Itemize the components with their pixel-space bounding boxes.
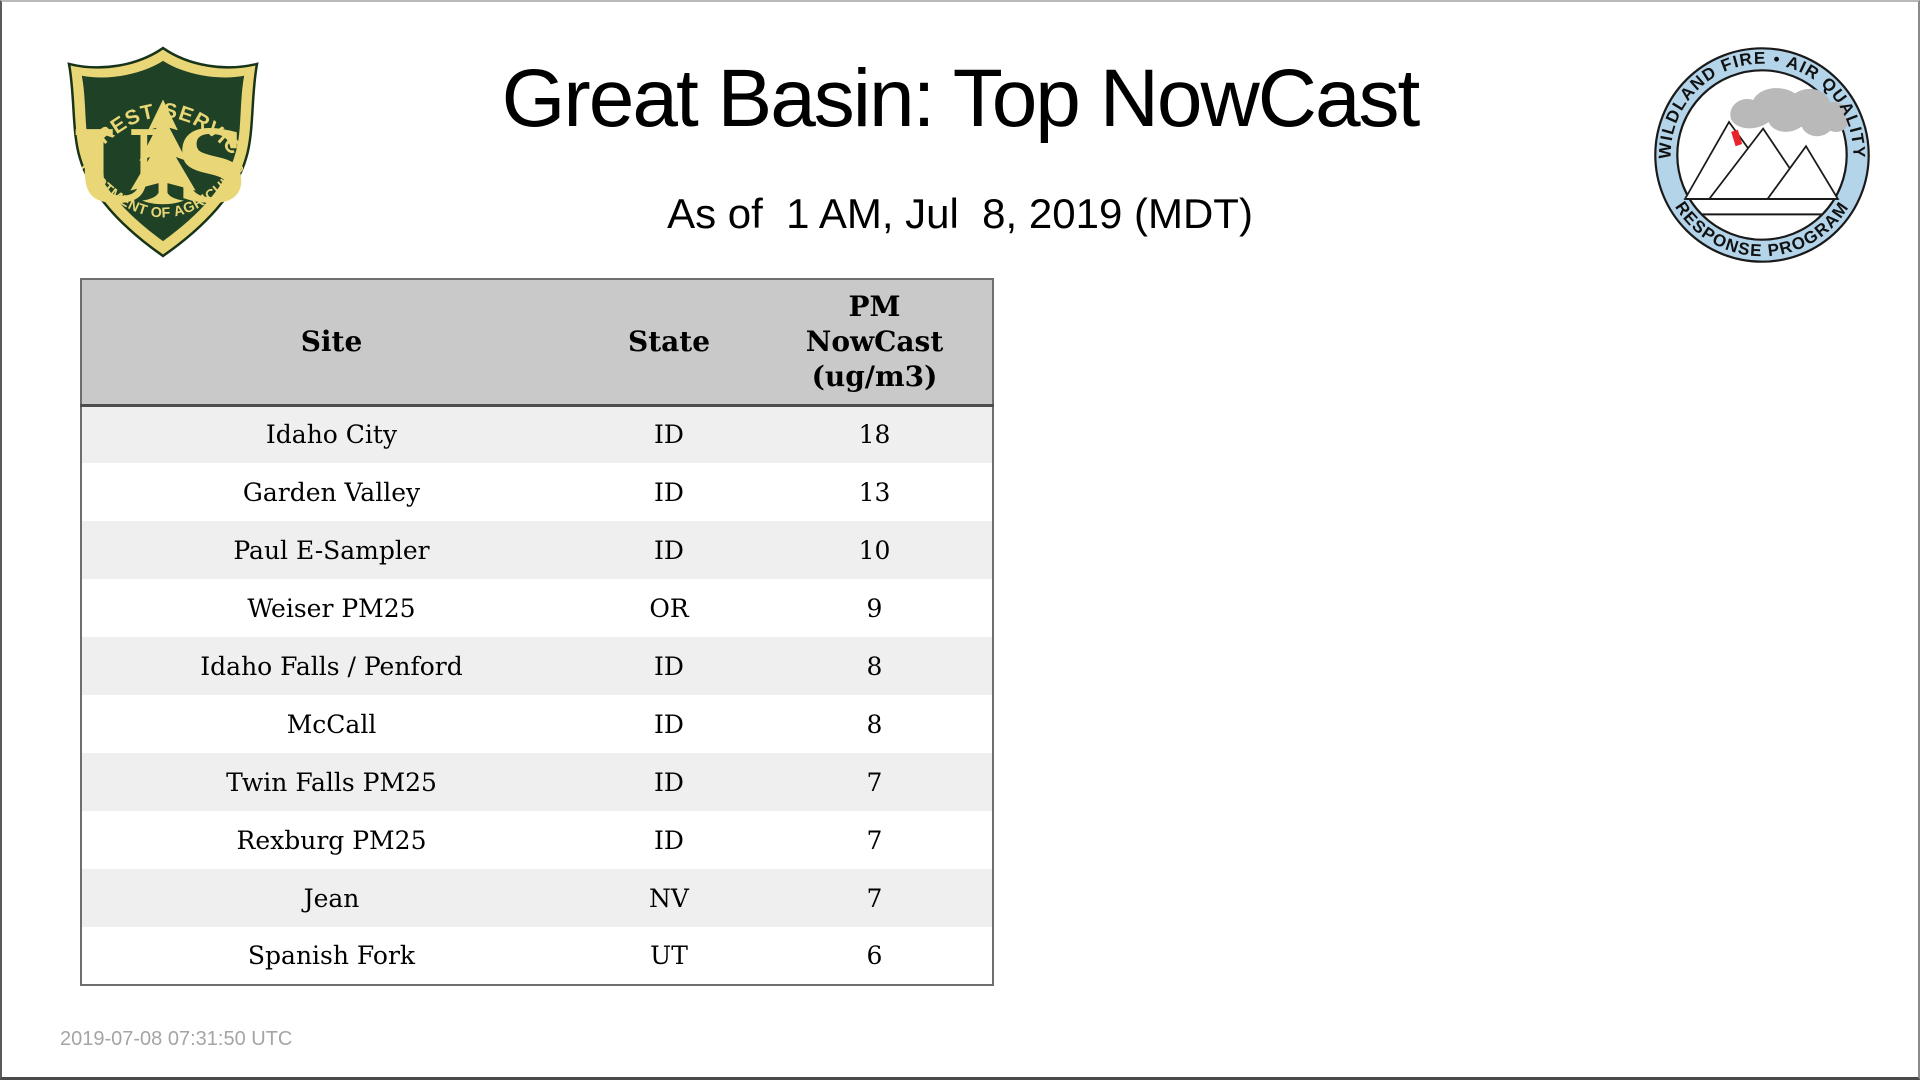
value-cell: 8 xyxy=(866,651,883,681)
wildland-fire-air-quality-logo-icon: WILDLAND FIRE • AIR QUALITY RESPONSE PRO… xyxy=(1654,47,1870,263)
table-row: Garden Valley ID 13 xyxy=(81,463,993,521)
table-row: Idaho City ID 18 xyxy=(81,405,993,463)
smoke-plume-icon xyxy=(1730,88,1848,137)
value-cell: 8 xyxy=(866,709,883,739)
site-cell: Garden Valley xyxy=(242,477,421,507)
value-cell: 6 xyxy=(866,941,883,970)
site-cell: Spanish Fork xyxy=(247,941,416,970)
state-cell: ID xyxy=(654,535,684,565)
nowcast-table-header: Site State PM NowCast (ug/m3) xyxy=(81,279,993,407)
generated-timestamp: 2019-07-08 07:31:50 UTC xyxy=(60,1028,293,1050)
state-cell: OR xyxy=(649,593,689,623)
value-cell: 13 xyxy=(858,477,891,507)
page-title: Great Basin: Top NowCast xyxy=(501,53,1421,144)
table-row: Weiser PM25 OR 9 xyxy=(81,579,993,637)
column-header-site: Site xyxy=(81,279,581,407)
table-row: Jean NV 7 xyxy=(81,869,993,927)
site-cell: Paul E-Sampler xyxy=(233,535,430,565)
value-cell: 18 xyxy=(858,420,891,450)
state-cell: ID xyxy=(654,767,684,797)
state-cell: ID xyxy=(654,709,684,739)
fs-monogram-s: S xyxy=(176,109,248,225)
state-cell: ID xyxy=(654,420,684,450)
state-cell: ID xyxy=(654,477,684,507)
site-cell: Jean xyxy=(303,883,360,913)
fs-pine-tree-icon xyxy=(130,99,196,205)
site-cell: Weiser PM25 xyxy=(247,593,416,623)
site-cell: Rexburg PM25 xyxy=(236,825,427,855)
forest-service-shield-icon: FOREST SERVICE U S DEPARTMENT OF AGRICUL… xyxy=(64,44,259,258)
site-cell: Twin Falls PM25 xyxy=(226,767,437,797)
state-cell: NV xyxy=(649,883,689,913)
site-cell: Idaho Falls / Penford xyxy=(200,651,463,681)
table-row: Rexburg PM25 ID 7 xyxy=(81,811,993,869)
table-row: McCall ID 8 xyxy=(81,695,993,753)
state-cell: ID xyxy=(654,651,684,681)
table-row: Idaho Falls / Penford ID 8 xyxy=(81,637,993,695)
column-header-pm-nowcast: PM NowCast (ug/m3) xyxy=(757,279,993,407)
page-subtitle: As of 1 AM, Jul 8, 2019 (MDT) xyxy=(667,190,1253,237)
table-row: Spanish Fork UT 6 xyxy=(81,927,993,985)
value-cell: 7 xyxy=(866,883,883,913)
site-cell: Idaho City xyxy=(265,420,398,450)
value-cell: 7 xyxy=(866,767,883,797)
value-cell: 9 xyxy=(866,593,883,623)
table-row: Twin Falls PM25 ID 7 xyxy=(81,753,993,811)
site-cell: McCall xyxy=(286,709,377,739)
flame-mark-icon xyxy=(1731,129,1743,147)
state-cell: UT xyxy=(650,941,688,970)
value-cell: 7 xyxy=(866,825,883,855)
value-cell: 10 xyxy=(858,535,891,565)
table-row: Paul E-Sampler ID 10 xyxy=(81,521,993,579)
column-header-state: State xyxy=(581,279,757,407)
nowcast-table: Site State PM NowCast (ug/m3) Idaho City… xyxy=(80,278,994,986)
state-cell: ID xyxy=(654,825,684,855)
column-header-pm-nowcast-label: PM NowCast (ug/m3) xyxy=(805,290,944,394)
